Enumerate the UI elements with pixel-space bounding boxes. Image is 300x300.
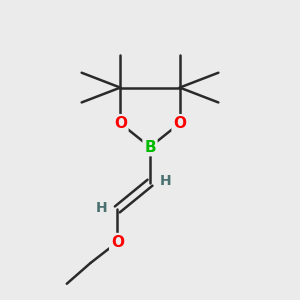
Text: H: H [96, 201, 108, 215]
Text: O: O [173, 116, 186, 131]
Text: H: H [160, 174, 171, 188]
Text: O: O [114, 116, 127, 131]
Text: O: O [111, 235, 124, 250]
Text: B: B [144, 140, 156, 154]
